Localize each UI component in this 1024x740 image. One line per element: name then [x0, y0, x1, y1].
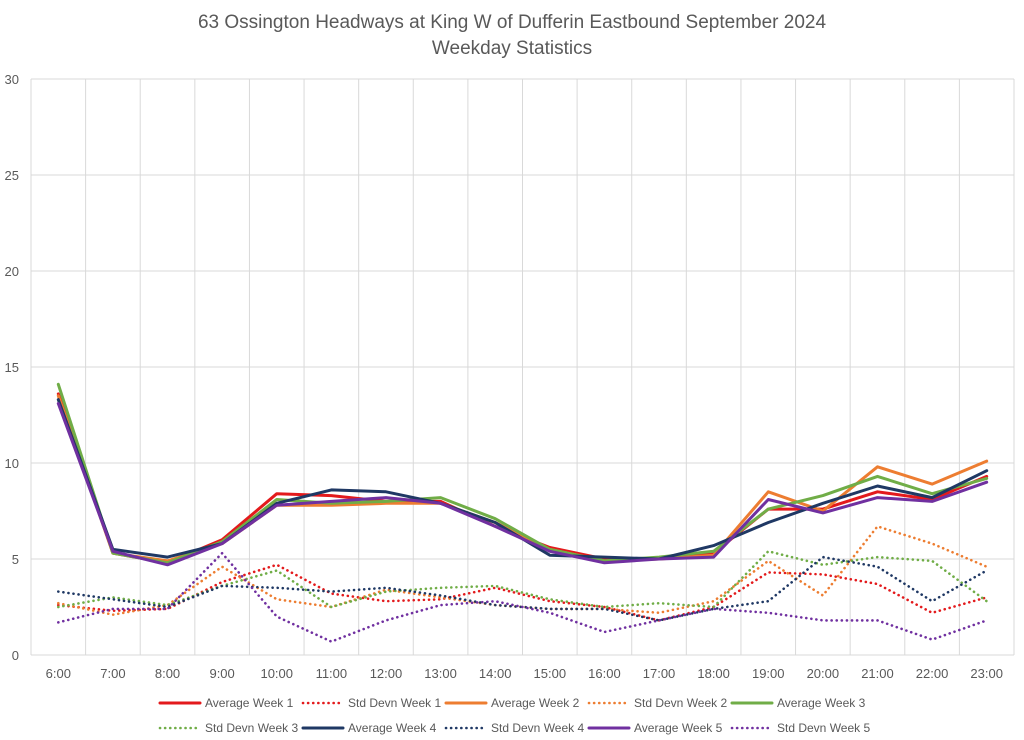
x-tick-label: 6:00: [46, 666, 71, 681]
y-tick-label: 5: [12, 552, 19, 567]
legend-label-std-devn-week-1: Std Devn Week 1: [348, 696, 441, 710]
series-line-average-week-5: [56, 402, 989, 567]
series-line-std-devn-week-5: [56, 551, 989, 643]
legend-label-std-devn-week-5: Std Devn Week 5: [777, 721, 870, 735]
x-tick-label: 8:00: [155, 666, 180, 681]
chart-subtitle: Weekday Statistics: [432, 38, 592, 59]
series-line-std-devn-week-1: [56, 563, 989, 622]
x-tick-label: 15:00: [534, 666, 567, 681]
x-tick-label: 11:00: [316, 666, 348, 681]
x-tick-label: 23:00: [970, 666, 1003, 681]
x-tick-label: 17:00: [643, 666, 676, 681]
legend-label-std-devn-week-4: Std Devn Week 4: [491, 721, 584, 735]
x-tick-label: 20:00: [807, 666, 840, 681]
x-tick-label: 18:00: [697, 666, 730, 681]
legend-label-average-week-3: Average Week 3: [777, 696, 866, 710]
x-tick-label: 16:00: [588, 666, 621, 681]
x-tick-label: 21:00: [861, 666, 894, 681]
series-line-std-devn-week-2: [56, 525, 989, 617]
chart-title: 63 Ossington Headways at King W of Duffe…: [198, 12, 827, 33]
y-tick-label: 30: [5, 72, 19, 87]
x-tick-label: 14:00: [479, 666, 512, 681]
x-tick-label: 10:00: [260, 666, 293, 681]
legend: Average Week 1 Std Devn Week 1 Average Wee…: [158, 696, 870, 735]
legend-label-average-week-2: Average Week 2: [491, 696, 580, 710]
x-tick-label: 19:00: [752, 666, 785, 681]
y-tick-label: 15: [5, 360, 19, 375]
y-tick-label: 0: [12, 648, 19, 663]
series-lines: [56, 382, 989, 643]
legend-label-average-week-5: Average Week 5: [634, 721, 723, 735]
y-tick-label: 25: [5, 168, 19, 183]
x-tick-label: 13:00: [424, 666, 457, 681]
legend-label-std-devn-week-3: Std Devn Week 3: [205, 721, 298, 735]
x-tick-label: 22:00: [916, 666, 949, 681]
y-tick-label: 20: [5, 264, 19, 279]
legend-label-average-week-4: Average Week 4: [348, 721, 437, 735]
legend-label-average-week-1: Average Week 1: [205, 696, 294, 710]
series-line-std-devn-week-4: [56, 555, 989, 622]
y-axis: 0 5 10 15 20 25 30: [5, 72, 19, 663]
legend-label-std-devn-week-2: Std Devn Week 2: [634, 696, 727, 710]
x-tick-label: 7:00: [100, 666, 125, 681]
gridlines: [30, 78, 1015, 656]
x-tick-label: 12:00: [370, 666, 403, 681]
x-axis: 6:00 7:00 8:00 9:00 10:00 11:00 12:00 13:00 14:0…: [46, 666, 1003, 681]
x-tick-label: 9:00: [209, 666, 234, 681]
y-tick-label: 10: [5, 456, 19, 471]
